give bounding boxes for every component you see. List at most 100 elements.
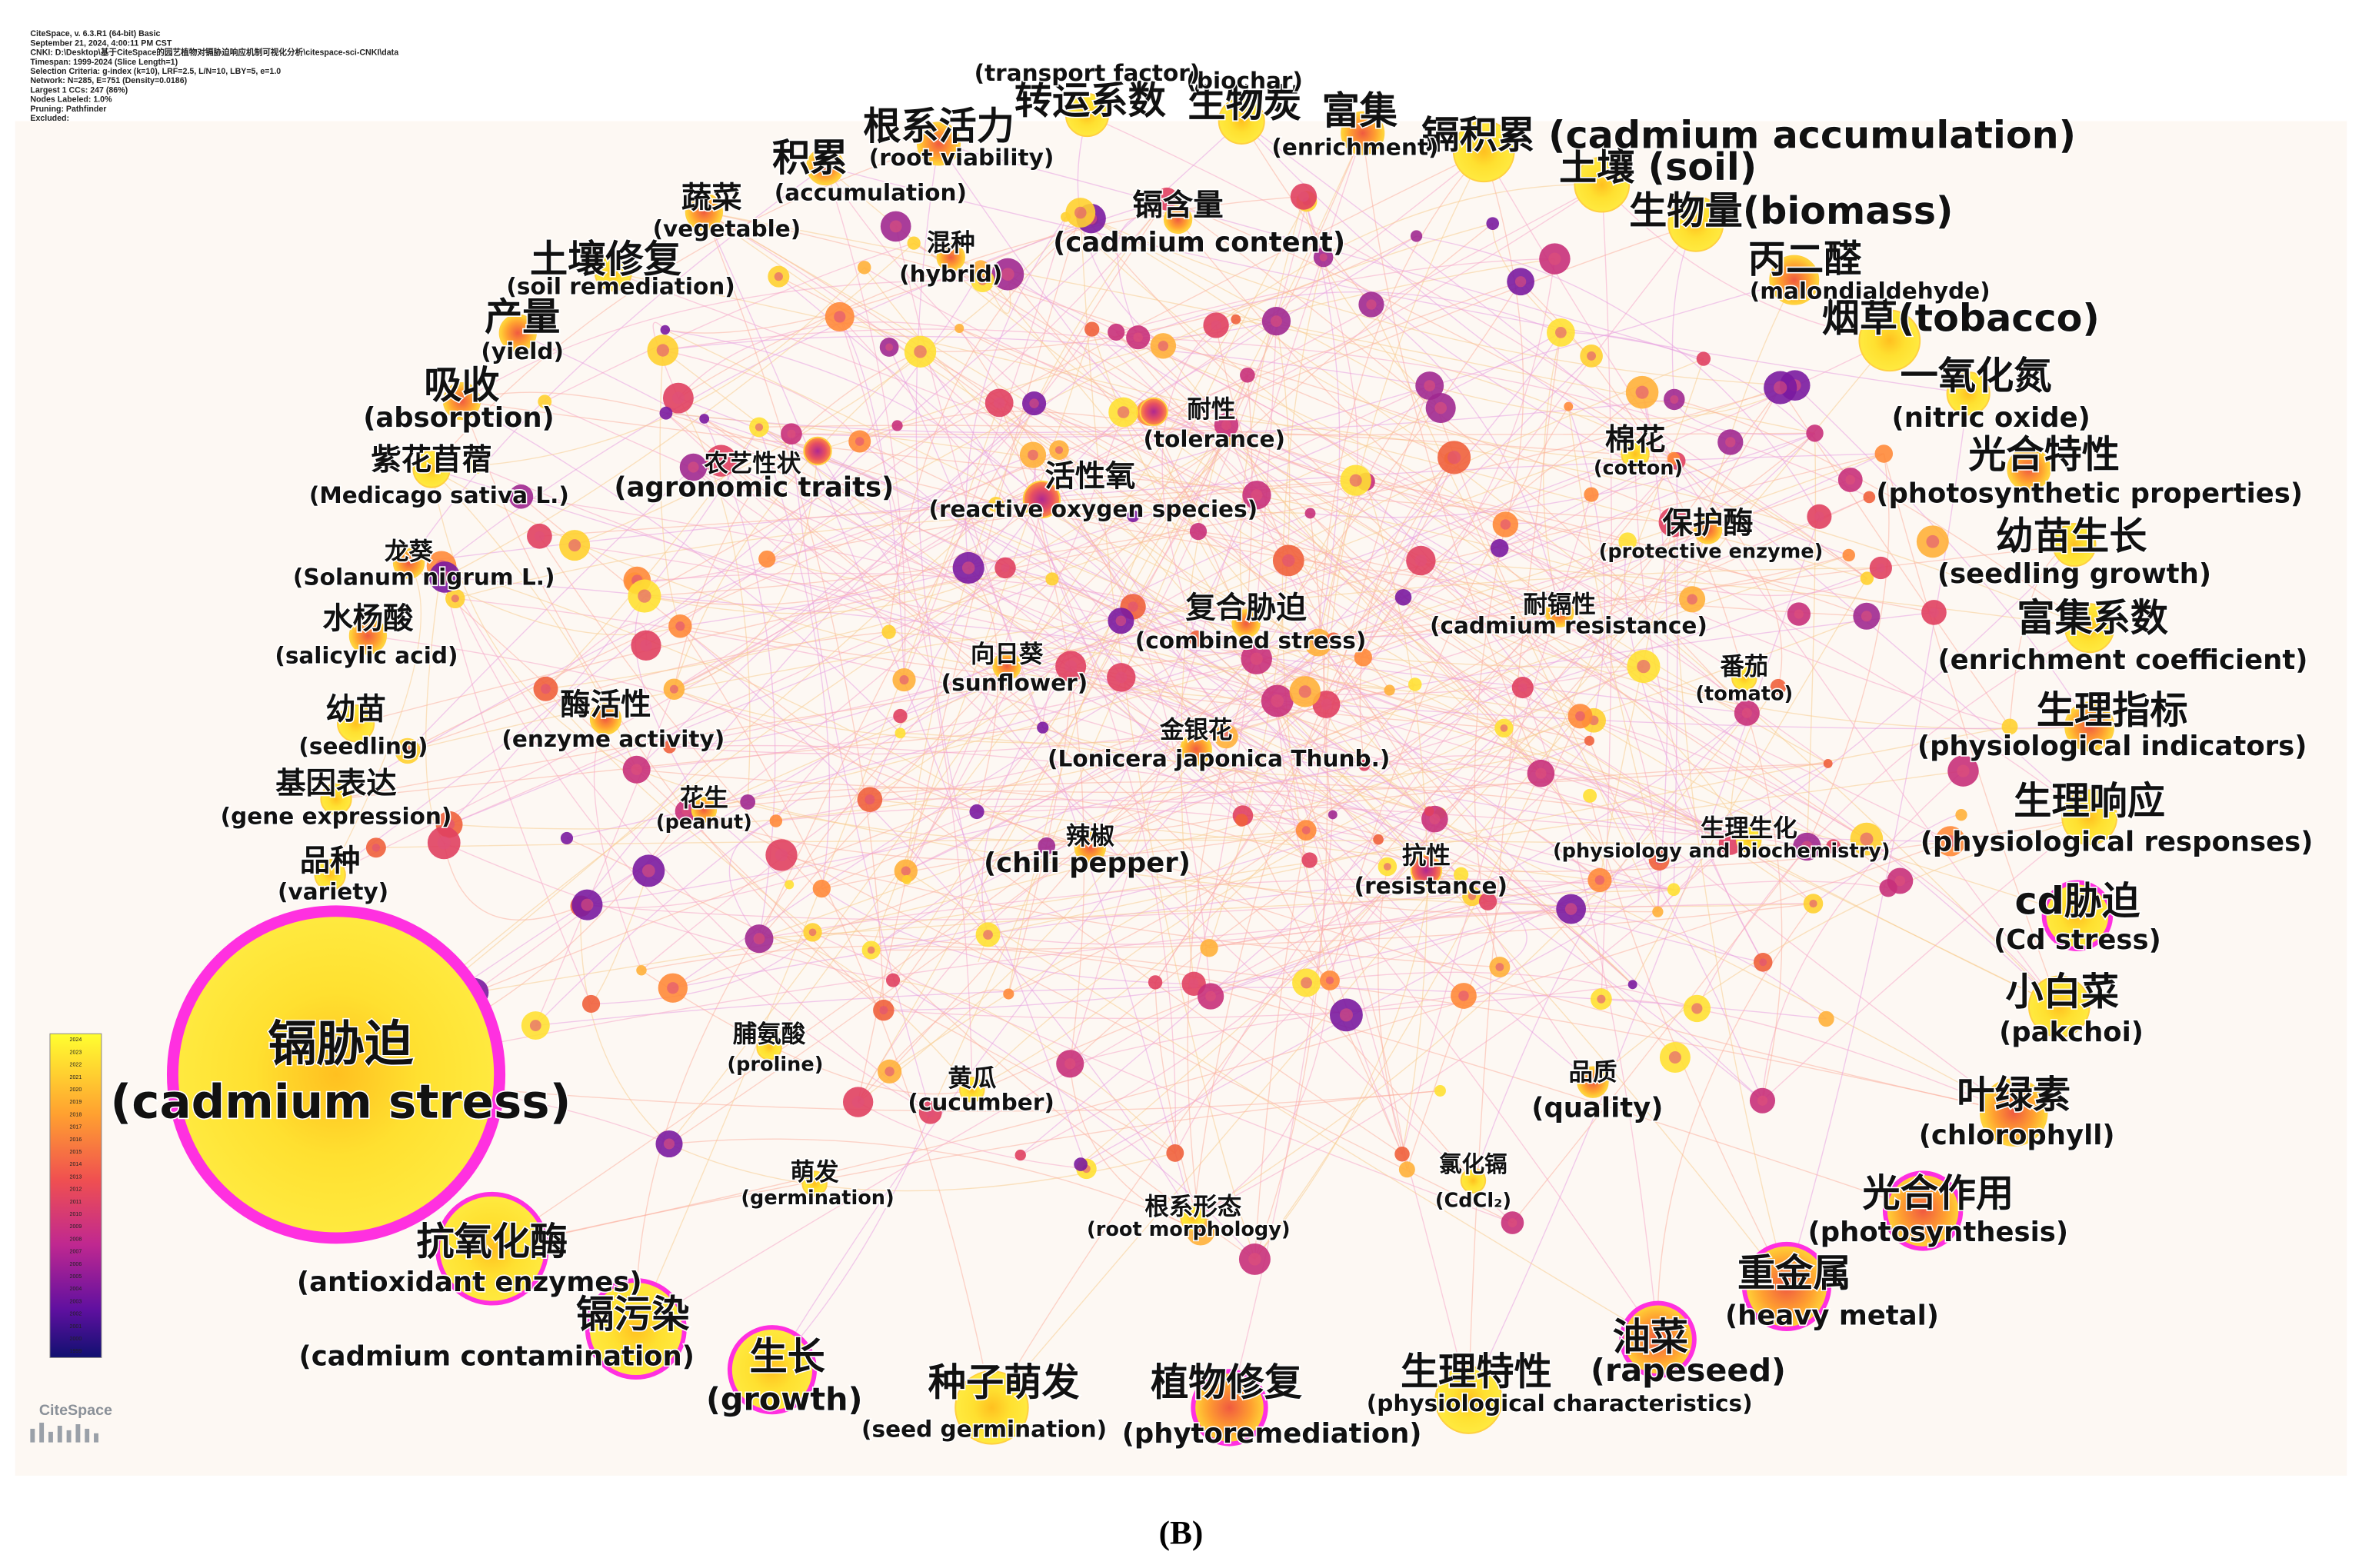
edge (988, 726, 2011, 936)
node-core (1248, 1253, 1261, 1266)
edge (474, 770, 1964, 994)
node-core (1500, 519, 1511, 530)
node-label-en: (cadmium contamination) (299, 1340, 695, 1372)
node-label-zh: 叶绿素 (1957, 1072, 2070, 1117)
node-label-en: (seed germination) (861, 1416, 1107, 1442)
node-core (640, 639, 652, 652)
node-label-zh: 活性氧 (1044, 458, 1135, 494)
edge (991, 687, 1524, 1408)
edge (1192, 457, 1455, 1219)
node-core (1667, 516, 1680, 528)
node-core (1074, 206, 1087, 219)
legend-year: 2022 (70, 1062, 82, 1068)
node-label-zh: 品种 (300, 843, 361, 878)
node (699, 414, 710, 424)
legend-year: 2017 (70, 1124, 82, 1130)
node-label-en: (enrichment coefficient) (1937, 644, 2307, 676)
keyword-node (1979, 1078, 2048, 1147)
edge (1499, 522, 1542, 549)
legend-year: 2018 (70, 1111, 82, 1117)
edge (1041, 279, 1794, 501)
node-core (681, 807, 691, 816)
edge (919, 351, 1122, 678)
node-label-zh: 氯化镉 (1439, 1151, 1507, 1177)
node-core (993, 397, 1005, 409)
node-label-en: (chlorophyll) (1919, 1120, 2115, 1151)
edge (1371, 304, 1561, 614)
edge (1181, 424, 1228, 984)
node (969, 804, 984, 820)
node-label-en: (seedling) (298, 734, 428, 760)
caption: (B) (1159, 1515, 1204, 1552)
edge (566, 432, 1815, 839)
keyword-node (392, 547, 425, 579)
edge (895, 226, 1044, 728)
edge (665, 412, 1331, 981)
node-core (1251, 489, 1263, 501)
edge (1359, 457, 1455, 766)
edge (580, 906, 670, 1145)
edge (474, 479, 1851, 994)
node-label-zh: 镉含量 (1133, 188, 1224, 223)
node-label-zh: 黄瓜 (948, 1064, 996, 1092)
edge (329, 562, 422, 875)
logo-text: CiteSpace (39, 1402, 112, 1419)
node-label-en: (physiological characteristics) (1367, 1390, 1753, 1417)
edge (1051, 578, 1634, 985)
edge (1371, 304, 1658, 912)
node-core (437, 836, 451, 850)
node (1955, 809, 1967, 821)
legend-year: 2000 (70, 1336, 82, 1342)
keyword-node (2027, 975, 2090, 1038)
edge (1034, 403, 1524, 688)
edge (692, 467, 1121, 678)
node-core (1687, 594, 1697, 605)
edge (491, 391, 1643, 1250)
legend-year: 2024 (70, 1037, 82, 1043)
node (1584, 487, 1599, 502)
node-label-zh: 混种 (927, 229, 975, 257)
node-core (631, 764, 642, 775)
edge (669, 606, 1134, 747)
node-core (1518, 683, 1527, 692)
node-label-zh: 生物炭 (1188, 81, 1301, 125)
edge (869, 798, 1749, 841)
edge (1429, 385, 1796, 420)
edge (771, 355, 1592, 1370)
keyword-node (1341, 111, 1385, 155)
edge (1806, 433, 1817, 847)
node-core (1860, 832, 1874, 846)
node-label-zh: 光合作用 (1862, 1170, 2014, 1215)
legend-year: 2003 (70, 1298, 82, 1304)
node-core (1555, 327, 1567, 338)
node (581, 994, 601, 1014)
edge (461, 400, 1674, 523)
node-label-en: (pakchoi) (1999, 1017, 2144, 1048)
keyword-node (1946, 371, 1991, 416)
node-label-zh: 生理指标 (2037, 688, 2188, 733)
edge (443, 842, 894, 981)
edge (892, 980, 1255, 1260)
keyword-node (166, 905, 506, 1244)
keyword-node (1452, 120, 1515, 183)
node-label-zh: 根系活力 (863, 104, 1014, 148)
edge (1121, 677, 1379, 841)
edge (1087, 114, 1867, 579)
legend-year: 2015 (70, 1149, 82, 1155)
node-label-en: (cadmium resistance) (1430, 612, 1707, 638)
node (1408, 677, 1422, 691)
node-label-en: (absorption) (363, 402, 555, 434)
edge (1235, 318, 1867, 579)
edge (938, 143, 1704, 360)
node-label-zh: 油菜 (1613, 1314, 1688, 1359)
keyword-node (320, 783, 352, 815)
node-label-en: (tolerance) (1144, 426, 1286, 452)
edge (977, 666, 1644, 813)
logo-bar (57, 1425, 62, 1443)
node-core (1028, 449, 1038, 461)
edge (839, 316, 1659, 1340)
node (1696, 351, 1711, 366)
node (881, 624, 896, 639)
node-label-zh: 紫花苜蓿 (371, 442, 491, 478)
edge (778, 276, 1488, 902)
